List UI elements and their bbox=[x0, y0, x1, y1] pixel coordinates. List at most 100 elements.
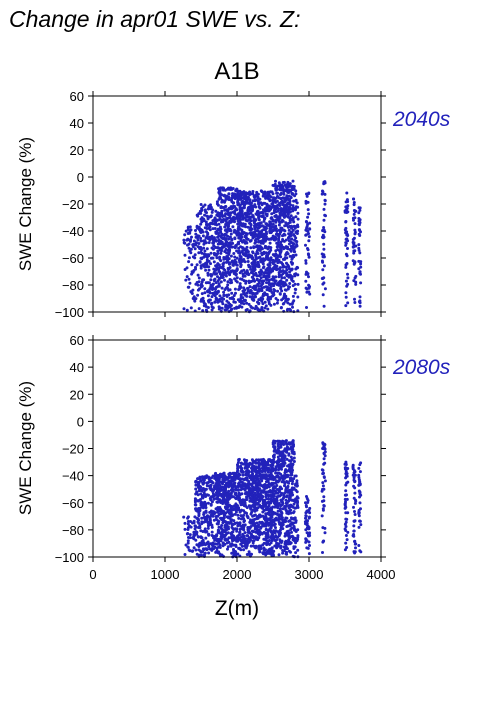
y-tick-label: −100 bbox=[55, 305, 84, 320]
scatter-point bbox=[251, 199, 255, 203]
scatter-point bbox=[210, 523, 214, 527]
scatter-point bbox=[294, 207, 297, 211]
scatter-point bbox=[220, 527, 223, 531]
scatter-point bbox=[281, 522, 285, 526]
scatter-point bbox=[186, 532, 190, 535]
scatter-point bbox=[353, 491, 357, 495]
scatter-point bbox=[218, 190, 222, 194]
scatter-point bbox=[207, 241, 211, 245]
scatter-point bbox=[258, 532, 262, 536]
scatter-point bbox=[209, 483, 213, 487]
scatter-point bbox=[273, 476, 277, 480]
scatter-point bbox=[258, 474, 262, 477]
scatter-point bbox=[182, 307, 186, 311]
scatter-point bbox=[214, 246, 218, 249]
scatter-point bbox=[272, 520, 276, 524]
scatter-point bbox=[359, 260, 363, 264]
scatter-point bbox=[201, 538, 205, 542]
scatter-point bbox=[231, 241, 235, 245]
scatter-point bbox=[289, 218, 293, 222]
scatter-point bbox=[233, 300, 237, 304]
scatter-point bbox=[358, 470, 362, 474]
scatter-point bbox=[206, 236, 210, 240]
scatter-point bbox=[271, 228, 275, 232]
scatter-point bbox=[279, 306, 283, 309]
scatter-point bbox=[294, 551, 298, 555]
scatter-point bbox=[269, 285, 273, 288]
scatter-point bbox=[251, 261, 255, 265]
scatter-point bbox=[250, 473, 254, 477]
scatter-point bbox=[257, 256, 261, 260]
scatter-point bbox=[210, 525, 214, 529]
scatter-point bbox=[296, 295, 300, 299]
scatter-point bbox=[296, 273, 300, 277]
scatter-point bbox=[183, 268, 187, 271]
scatter-point bbox=[284, 543, 288, 547]
y-tick-label: 20 bbox=[70, 143, 84, 158]
scatter-point bbox=[283, 257, 287, 261]
scatter-point bbox=[260, 306, 264, 309]
scatter-point bbox=[183, 241, 187, 245]
scatter-point bbox=[232, 294, 236, 297]
scatter-point bbox=[212, 279, 216, 283]
scatter-point bbox=[266, 536, 270, 540]
scatter-point bbox=[258, 221, 262, 225]
scatter-point bbox=[279, 240, 283, 244]
scatter-point bbox=[199, 248, 203, 252]
scatter-point bbox=[265, 461, 269, 465]
scatter-point bbox=[212, 497, 216, 501]
scatter-point bbox=[255, 502, 259, 506]
scatter-point bbox=[214, 209, 218, 213]
scatter-point bbox=[229, 254, 233, 258]
scatter-point bbox=[307, 516, 311, 520]
scatter-point bbox=[182, 515, 186, 519]
scatter-point bbox=[220, 536, 224, 540]
scatter-point bbox=[233, 512, 237, 516]
scatter-point bbox=[209, 251, 213, 255]
scatter-point bbox=[263, 531, 267, 535]
scatter-point bbox=[203, 291, 207, 295]
scatter-point bbox=[184, 543, 188, 547]
scatter-point bbox=[352, 476, 356, 480]
scatter-point bbox=[294, 189, 298, 193]
scatter-point bbox=[345, 232, 349, 236]
scatter-point bbox=[277, 518, 281, 521]
y-tick-label: 60 bbox=[70, 333, 84, 348]
scatter-point bbox=[307, 534, 311, 538]
scatter-point bbox=[270, 533, 274, 536]
scatter-point bbox=[289, 516, 293, 520]
scatter-point bbox=[307, 275, 310, 279]
scatter-point bbox=[242, 548, 246, 552]
scatter-point bbox=[239, 239, 243, 243]
scatter-point bbox=[264, 304, 268, 308]
scatter-point bbox=[186, 516, 190, 520]
scatter-point bbox=[246, 515, 250, 519]
scatter-point bbox=[287, 236, 290, 240]
scatter-point bbox=[220, 240, 224, 244]
scatter-point bbox=[248, 285, 252, 289]
scatter-point bbox=[285, 194, 289, 198]
scatter-point bbox=[284, 299, 288, 303]
scatter-point bbox=[200, 292, 204, 296]
scatter-point bbox=[286, 202, 290, 206]
scatter-point bbox=[199, 222, 203, 226]
scatter-point bbox=[201, 230, 205, 234]
scatter-point bbox=[244, 218, 248, 222]
scatter-point bbox=[293, 516, 297, 520]
scatter-point bbox=[322, 457, 326, 461]
scatter-point bbox=[280, 188, 284, 192]
scatter-point bbox=[274, 220, 278, 224]
scatter-point bbox=[236, 534, 240, 538]
scatter-point bbox=[257, 279, 261, 283]
scatter-point bbox=[358, 490, 362, 494]
scatter-point bbox=[288, 442, 292, 446]
scatter-point bbox=[290, 262, 294, 266]
scatter-point bbox=[354, 282, 358, 286]
scatter-point bbox=[226, 234, 230, 238]
scatter-point bbox=[304, 511, 308, 515]
scatter-point bbox=[209, 488, 213, 492]
scatter-point bbox=[274, 534, 278, 538]
scatter-point bbox=[186, 285, 190, 289]
scatter-point bbox=[278, 292, 282, 296]
scatter-point bbox=[294, 488, 298, 492]
